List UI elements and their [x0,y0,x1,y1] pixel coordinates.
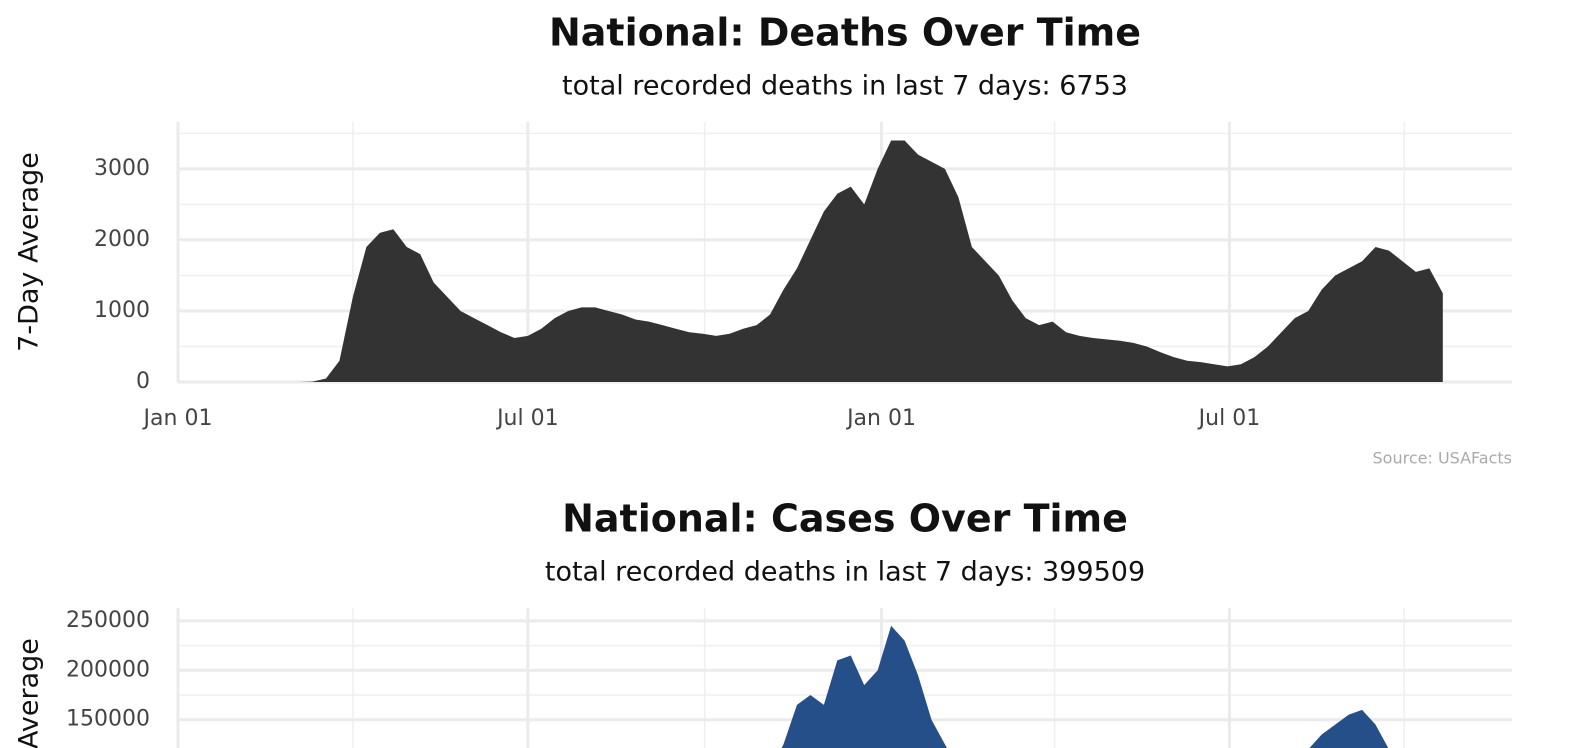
chart-subtitle: total recorded deaths in last 7 days: 39… [545,557,1145,588]
y-tick-label: 3000 [94,156,150,181]
chart-title: National: Deaths Over Time [549,11,1141,55]
y-tick-label: 1000 [94,298,150,323]
y-tick-label: 200000 [66,657,150,682]
y-tick-label: 0 [136,369,150,394]
x-tick-label: Jul 01 [495,406,559,431]
chart-title: National: Cases Over Time [562,497,1128,541]
y-tick-label: 150000 [66,707,150,732]
area [178,140,1443,382]
x-tick-label: Jan 01 [142,406,213,431]
y-axis-label: 7-Day Average [14,638,45,748]
x-tick-label: Jan 01 [845,406,916,431]
source-note: Source: USAFacts [1373,449,1512,468]
area [781,625,1389,748]
chart-subtitle: total recorded deaths in last 7 days: 67… [562,71,1128,102]
y-tick-label: 250000 [66,608,150,633]
x-tick-label: Jul 01 [1197,406,1261,431]
y-tick-label: 2000 [94,227,150,252]
y-axis-label: 7-Day Average [14,152,45,352]
